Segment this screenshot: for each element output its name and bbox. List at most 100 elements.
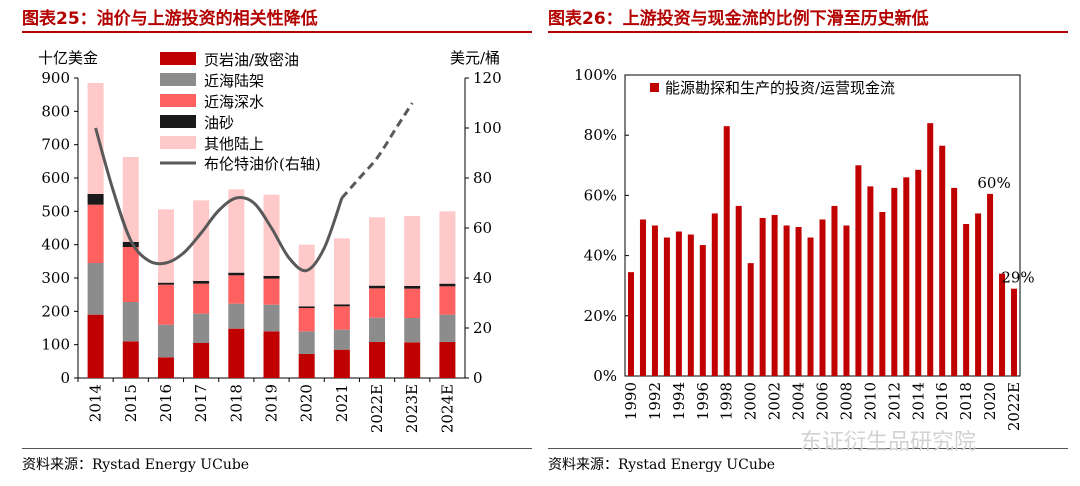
left-bar-segment — [369, 317, 386, 342]
left-bar-segment — [87, 263, 104, 315]
right-bar — [975, 213, 982, 376]
left-bar-segment — [157, 284, 174, 325]
left-bar-segment — [298, 306, 315, 308]
right-x-tick-label: 1996 — [694, 382, 712, 420]
right-x-tick-label: 2000 — [742, 382, 760, 420]
left-bar-segment — [228, 272, 245, 276]
left-y-tick-label: 600 — [41, 169, 70, 187]
left-y-axis-label: 十亿美金 — [38, 49, 98, 67]
left-chart: 0 100 200 300 400 500 600 700 800 900 0 20 40 60 80 100… — [38, 49, 502, 433]
left-bar-segment — [87, 314, 104, 378]
left-bar-segment — [263, 194, 280, 276]
right-x-tick-label: 2008 — [837, 382, 855, 420]
left-y-tick-label: 800 — [41, 102, 70, 120]
right-x-tick-label: 1990 — [622, 382, 640, 420]
right-bar — [771, 214, 778, 376]
right-bar — [675, 231, 682, 376]
brent-forecast-line — [340, 102, 414, 199]
left-bar-segment — [228, 303, 245, 329]
right-data-label: 29% — [1001, 269, 1034, 287]
right-x-tick-label: 2014 — [909, 382, 927, 420]
right-y-tick-label: 80% — [584, 126, 617, 144]
left-bar-segment — [263, 331, 280, 378]
right-bar — [939, 145, 946, 376]
right-y-tick-label: 100% — [574, 66, 617, 84]
left-legend-label: 布伦特油价(右轴) — [204, 155, 321, 173]
left-bar-segment — [298, 308, 315, 332]
left-x-tick-label: 2015 — [122, 384, 140, 422]
left-y-tick-label: 700 — [41, 136, 70, 154]
right-bar — [747, 263, 754, 376]
left-legend-label: 页岩油/致密油 — [204, 51, 299, 69]
right-y-tick-label: 40% — [584, 247, 617, 265]
left-y2-tick-label: 40 — [473, 269, 492, 287]
left-bar-segment — [263, 278, 280, 305]
watermark: 东证衍生品研究院 — [800, 430, 977, 455]
left-bar-segment — [193, 343, 210, 378]
left-bar-segment — [263, 304, 280, 332]
left-legend-label: 近海深水 — [204, 93, 264, 111]
left-bar-segment — [87, 204, 104, 263]
right-chart-title: 图表26：上游投资与现金流的比例下滑至历史新低 — [548, 9, 929, 29]
left-bar-segment — [439, 283, 456, 287]
left-y2-tick-label: 20 — [473, 319, 492, 337]
right-bar — [999, 273, 1006, 376]
left-bar-segment — [333, 304, 350, 307]
right-bar — [855, 165, 862, 376]
right-title-rule — [548, 31, 1068, 33]
left-bar-segment — [369, 285, 386, 289]
left-y-tick-label: 0 — [60, 369, 70, 387]
right-bar — [783, 225, 790, 376]
left-bar-segment — [333, 349, 350, 378]
right-x-tick-label: 1998 — [718, 382, 736, 420]
left-bar-segment — [333, 238, 350, 305]
left-bar-segment — [439, 286, 456, 315]
left-bar-segment — [122, 341, 139, 378]
right-x-tick-label: 2012 — [885, 382, 903, 420]
right-bar — [819, 219, 826, 376]
right-x-tick-label: 2018 — [957, 382, 975, 420]
left-x-tick-label: 2024E — [438, 384, 456, 433]
left-bar-segment — [404, 288, 421, 318]
left-bar-segment — [122, 157, 139, 242]
left-y-tick-label: 300 — [41, 269, 70, 287]
right-x-tick-label: 2010 — [861, 382, 879, 420]
left-legend-swatch — [160, 52, 196, 65]
left-x-tick-label: 2017 — [192, 384, 210, 422]
left-bar-segment — [87, 194, 104, 205]
left-x-tick-label: 2019 — [263, 384, 281, 422]
left-bar-segment — [404, 216, 421, 286]
left-x-tick-label: 2014 — [87, 384, 105, 422]
right-data-label: 60% — [977, 174, 1010, 192]
right-bar — [627, 272, 634, 376]
left-legend-label: 油砂 — [204, 114, 234, 132]
right-bar — [927, 123, 934, 376]
right-x-tick-label: 2016 — [933, 382, 951, 420]
right-bar — [987, 193, 994, 376]
right-bar — [639, 219, 646, 376]
right-bar — [843, 225, 850, 376]
left-title-rule — [22, 31, 532, 33]
left-bar-segment — [193, 281, 210, 284]
left-footer-rule — [22, 448, 532, 449]
left-bar-segment — [298, 354, 315, 378]
left-bar-segment — [439, 211, 456, 284]
right-y-tick-label: 0% — [593, 367, 617, 385]
left-legend-swatch — [160, 73, 196, 86]
left-x-tick-label: 2016 — [157, 384, 175, 422]
right-x-tick-label: 1992 — [646, 382, 664, 420]
right-bar — [1011, 288, 1018, 376]
left-y2-tick-label: 0 — [473, 369, 483, 387]
left-bar-segment — [404, 342, 421, 378]
left-x-tick-label: 2018 — [227, 384, 245, 422]
left-x-tick-label: 2020 — [298, 384, 316, 422]
left-bar-segment — [369, 217, 386, 286]
right-x-tick-label: 2020 — [981, 382, 999, 420]
left-bar-segment — [122, 242, 139, 247]
right-x-tick-label: 2006 — [814, 382, 832, 420]
left-x-tick-label: 2022E — [368, 384, 386, 433]
left-bar-segment — [263, 276, 280, 279]
left-source-note: 资料来源：Rystad Energy UCube — [22, 457, 250, 473]
left-bar-segment — [193, 283, 210, 314]
right-bar — [951, 187, 958, 376]
